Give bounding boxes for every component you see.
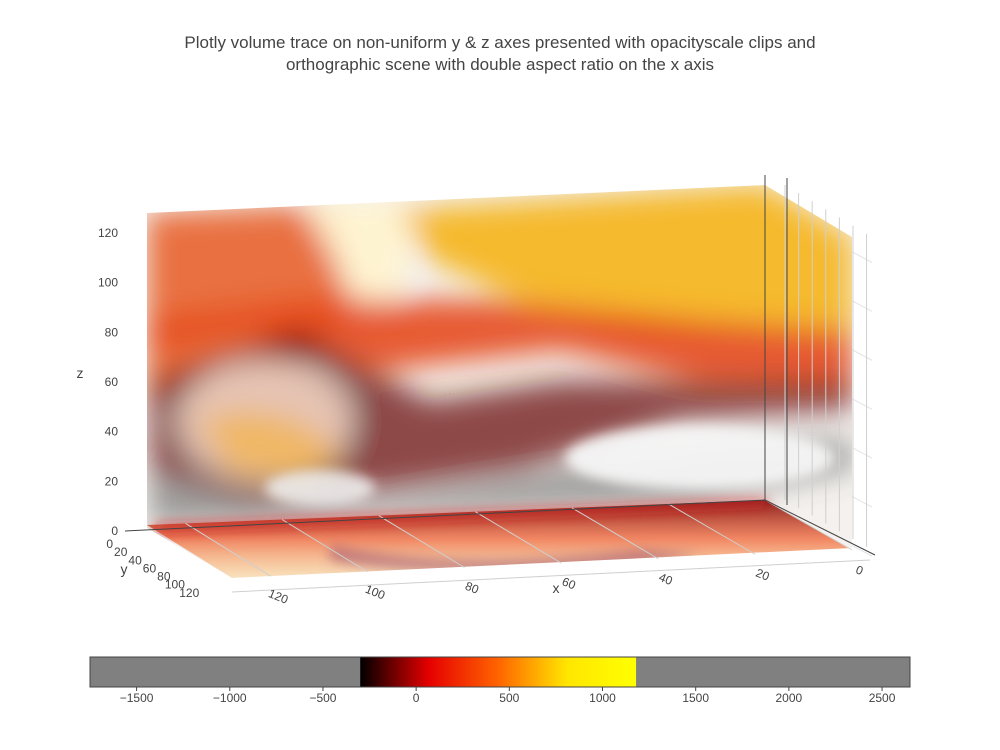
z-tick-label: 0 bbox=[111, 524, 118, 538]
z-tick-label: 20 bbox=[105, 474, 119, 488]
x-tick-label: 80 bbox=[463, 579, 481, 597]
colorbar: −1500 −1000 −500 0 500 1000 1500 2000 2500 bbox=[89, 656, 911, 705]
axis-line bbox=[124, 499, 766, 532]
y-tick-label: 40 bbox=[128, 553, 142, 567]
y-axis-title: y bbox=[121, 561, 128, 577]
y-tick-label: 60 bbox=[143, 561, 157, 575]
colorbar-outline bbox=[89, 656, 911, 688]
colorbar-tick-label: 2000 bbox=[776, 691, 803, 705]
x-floor-gridline bbox=[185, 523, 272, 577]
y-tick-label: 120 bbox=[179, 586, 199, 600]
axis-line bbox=[764, 499, 876, 556]
colorbar-tick-label: 0 bbox=[413, 691, 420, 705]
axis-lines bbox=[124, 175, 876, 556]
chart-title: Plotly volume trace on non-uniform y & z… bbox=[100, 32, 900, 76]
y-tick-label: 80 bbox=[157, 570, 171, 584]
z-axis: 0 20 40 60 80 100 120 bbox=[98, 226, 118, 538]
x-floor-gridline bbox=[668, 503, 756, 555]
colorbar-tick-label: 1000 bbox=[589, 691, 616, 705]
y-tick-label: 100 bbox=[165, 578, 185, 592]
x-floor-gridline bbox=[764, 499, 853, 551]
colorbar-tick-label: −1000 bbox=[213, 691, 247, 705]
chart-title-line-1: Plotly volume trace on non-uniform y & z… bbox=[184, 33, 816, 52]
x-axis-title: x bbox=[553, 580, 560, 596]
scene-axes bbox=[185, 185, 871, 593]
colorbar-ticks: −1500 −1000 −500 0 500 1000 1500 2000 2500 bbox=[120, 687, 896, 705]
x-floor-gridline bbox=[281, 519, 368, 573]
x-tick-label: 60 bbox=[560, 574, 578, 592]
x-floor-gridline bbox=[475, 511, 562, 564]
y-tick-label: 20 bbox=[114, 545, 128, 559]
x-floor-gridline bbox=[378, 515, 465, 568]
colorbar-tick-label: 500 bbox=[499, 691, 519, 705]
z-tick-label: 60 bbox=[105, 375, 119, 389]
x-tick-label: 100 bbox=[363, 582, 387, 603]
y-tick-label: 0 bbox=[106, 537, 113, 551]
z-tick-label: 120 bbox=[98, 226, 118, 240]
colorbar-tick-label: −1500 bbox=[120, 691, 154, 705]
colorbar-active-range bbox=[360, 657, 637, 687]
z-tick-label: 40 bbox=[105, 425, 119, 439]
x-axis-edge bbox=[231, 559, 871, 593]
x-tick-label: 20 bbox=[754, 566, 772, 584]
x-tick-label: 0 bbox=[854, 563, 866, 579]
x-floor-gridline bbox=[571, 507, 659, 560]
z-axis-title: z bbox=[77, 365, 84, 381]
volume-trace bbox=[147, 185, 852, 578]
z-tick-label: 100 bbox=[98, 276, 118, 290]
colorbar-tick-label: 1500 bbox=[682, 691, 709, 705]
chart-title-line-2: orthographic scene with double aspect ra… bbox=[285, 55, 715, 74]
z-tick-label: 80 bbox=[105, 325, 119, 339]
colorbar-tick-label: −500 bbox=[309, 691, 336, 705]
x-tick-label: 40 bbox=[657, 570, 675, 588]
colorbar-tick-label: 2500 bbox=[869, 691, 896, 705]
